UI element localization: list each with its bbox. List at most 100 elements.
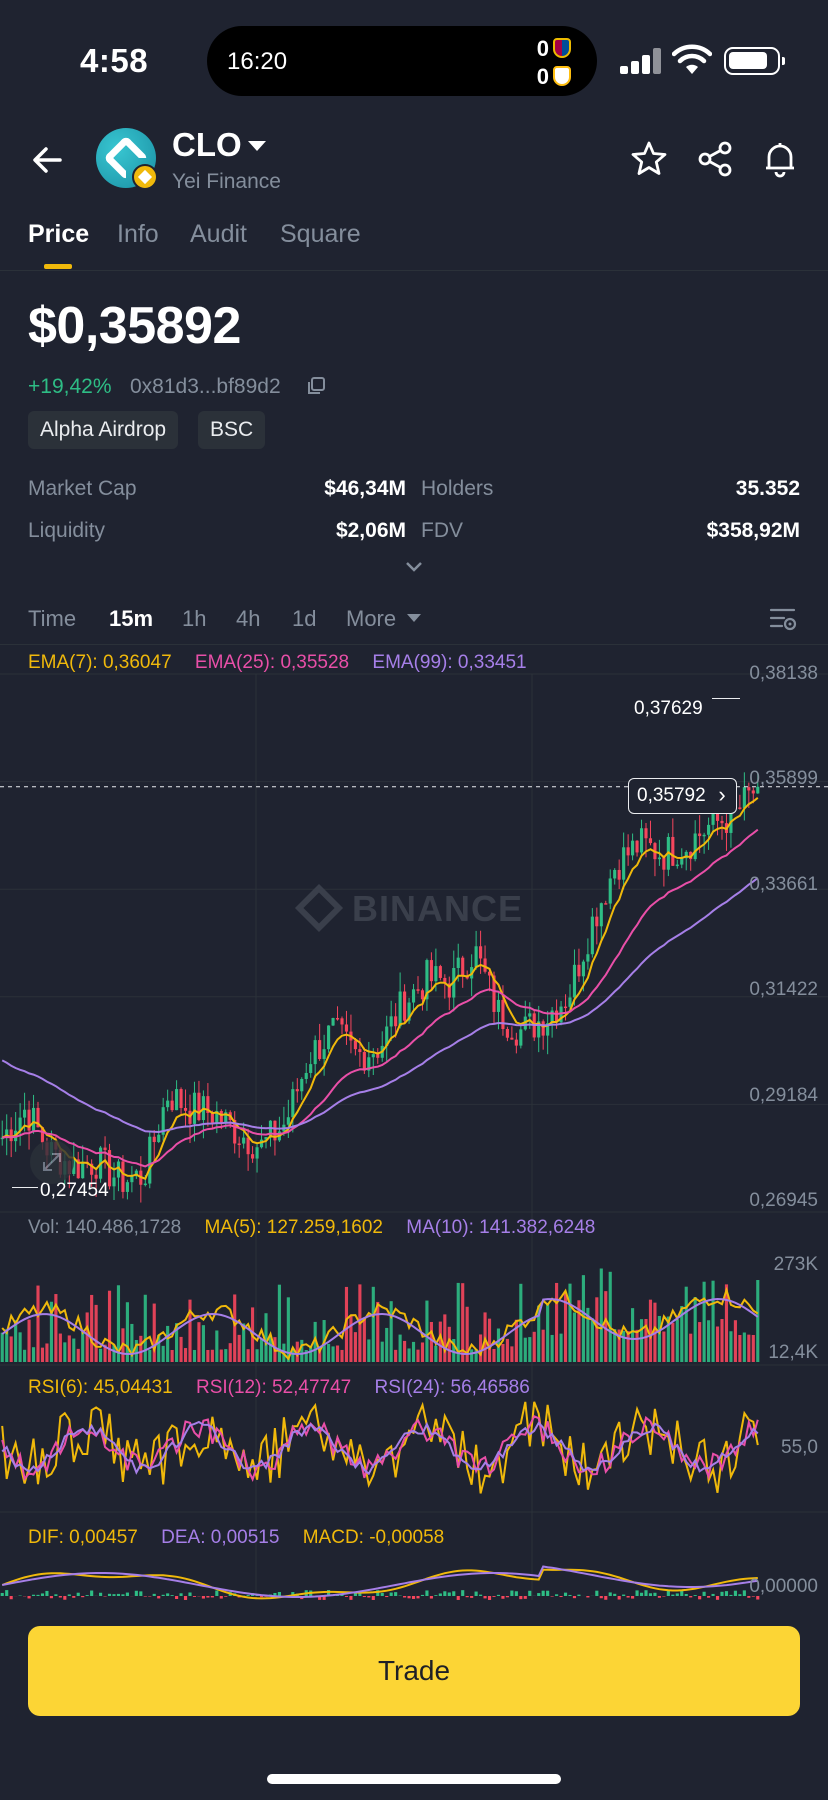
- dif-label: DIF: 0,00457: [28, 1527, 138, 1548]
- macd-histogram-bar: [85, 1595, 89, 1596]
- volume-bar: [166, 1325, 170, 1362]
- macd-histogram-bar: [139, 1591, 143, 1596]
- volume-bar: [90, 1294, 94, 1362]
- chart-settings-icon[interactable]: [768, 604, 798, 634]
- tab-square[interactable]: Square: [280, 220, 361, 248]
- chevron-down-icon[interactable]: [248, 141, 266, 151]
- candle-body: [617, 869, 621, 880]
- volume-bar: [309, 1345, 313, 1362]
- candle-body: [613, 869, 617, 879]
- macd-histogram-bar: [0, 1592, 4, 1596]
- candle-body: [550, 1010, 554, 1024]
- volume-bar: [707, 1320, 711, 1362]
- volume-bar: [581, 1275, 585, 1362]
- macd-histogram-bar: [318, 1596, 322, 1600]
- copy-icon[interactable]: [306, 376, 326, 396]
- star-icon[interactable]: [630, 140, 668, 178]
- candle-body: [751, 790, 755, 794]
- volume-bar: [255, 1349, 259, 1362]
- candle-body: [376, 1054, 380, 1058]
- volume-bar: [586, 1307, 590, 1362]
- current-price: $0,35892: [28, 297, 241, 355]
- rsi24-label: RSI(24): 56,46586: [374, 1377, 530, 1398]
- team-crest-icon: [553, 38, 571, 58]
- macd-histogram-bar: [626, 1596, 630, 1598]
- tag-bsc[interactable]: BSC: [198, 411, 266, 449]
- macd-histogram-bar: [595, 1590, 599, 1596]
- volume-bar: [644, 1319, 648, 1362]
- rsi12-line: [1, 1415, 759, 1482]
- volume-bar: [183, 1348, 188, 1362]
- interval-1d[interactable]: 1d: [292, 606, 317, 631]
- trade-button[interactable]: Trade: [28, 1626, 800, 1716]
- candlestick-chart[interactable]: [0, 660, 828, 1600]
- volume-bar: [452, 1338, 456, 1362]
- price-axis-tick: 0,26945: [749, 1190, 818, 1211]
- wifi-icon: [672, 44, 712, 74]
- volume-bar: [192, 1349, 197, 1362]
- macd-histogram-bar: [577, 1594, 581, 1596]
- back-arrow-icon[interactable]: [28, 140, 68, 180]
- volume-bar: [595, 1297, 599, 1362]
- tag-alpha-airdrop[interactable]: Alpha Airdrop: [28, 411, 179, 449]
- volume-bar: [210, 1349, 214, 1362]
- interval-time[interactable]: Time: [28, 606, 77, 631]
- macd-histogram-bar: [322, 1596, 326, 1600]
- macd-histogram-bar: [514, 1591, 518, 1596]
- volume-bar: [349, 1315, 353, 1362]
- share-icon[interactable]: [696, 140, 734, 178]
- caret-down-icon[interactable]: [407, 614, 421, 622]
- volume-axis-tick: 273K: [773, 1254, 818, 1275]
- price-axis-tick: 0,31422: [749, 979, 818, 1000]
- price-axis-tick: 0,35899: [749, 768, 818, 789]
- token-symbol[interactable]: CLO: [172, 126, 242, 163]
- volume-bar: [394, 1349, 398, 1362]
- macd-histogram-bar: [49, 1596, 53, 1599]
- tab-price[interactable]: Price: [28, 220, 90, 248]
- volume-bar: [492, 1348, 496, 1362]
- interval-4h[interactable]: 4h: [236, 606, 261, 631]
- candle-body: [116, 1161, 121, 1178]
- candle-body: [394, 1016, 398, 1027]
- volume-bar: [27, 1319, 31, 1362]
- candle-body: [657, 857, 661, 860]
- macd-histogram-bar: [99, 1592, 103, 1596]
- home-indicator[interactable]: [267, 1774, 561, 1784]
- macd-histogram-bar: [206, 1596, 210, 1598]
- ema99-line: [1, 877, 759, 1134]
- interval-15m[interactable]: 15m: [109, 606, 154, 631]
- current-price-tag[interactable]: 0,35792: [628, 778, 737, 814]
- vol-label: Vol: 140.486,1728: [28, 1217, 182, 1238]
- macd-histogram-bar: [389, 1592, 393, 1596]
- interval-more[interactable]: More: [346, 606, 397, 631]
- candle-body: [407, 1002, 411, 1021]
- macd-histogram-bar: [416, 1596, 420, 1599]
- candle-body: [224, 1112, 228, 1123]
- bell-icon[interactable]: [761, 140, 799, 178]
- candle-body: [313, 1040, 317, 1065]
- dynamic-island[interactable]: 16:20 0 0: [207, 26, 597, 96]
- tab-info[interactable]: Info: [117, 220, 159, 248]
- macd-histogram-bar: [470, 1596, 474, 1598]
- candle-body: [206, 1096, 210, 1113]
- macd-histogram-bar: [273, 1592, 277, 1596]
- macd-histogram-bar: [362, 1596, 366, 1598]
- macd-histogram-bar: [344, 1596, 349, 1597]
- chevron-down-icon[interactable]: [404, 560, 424, 574]
- candle-body: [318, 1040, 322, 1060]
- macd-histogram-bar: [724, 1591, 729, 1596]
- volume-bar: [461, 1283, 465, 1362]
- ema25-label: EMA(25): 0,35528: [194, 652, 350, 673]
- contract-address[interactable]: 0x81d3...bf89d2: [130, 375, 281, 398]
- interval-1h[interactable]: 1h: [182, 606, 207, 631]
- volume-bar: [94, 1304, 98, 1362]
- volume-bar: [304, 1349, 308, 1362]
- candle-body: [121, 1161, 125, 1192]
- macd-histogram-bar: [751, 1596, 755, 1597]
- fullscreen-icon[interactable]: [30, 1140, 74, 1184]
- watermark: BINANCE: [352, 888, 524, 929]
- candle-body: [595, 916, 599, 927]
- candle-body: [456, 957, 460, 968]
- candle-body: [528, 1013, 532, 1017]
- tab-audit[interactable]: Audit: [190, 220, 247, 248]
